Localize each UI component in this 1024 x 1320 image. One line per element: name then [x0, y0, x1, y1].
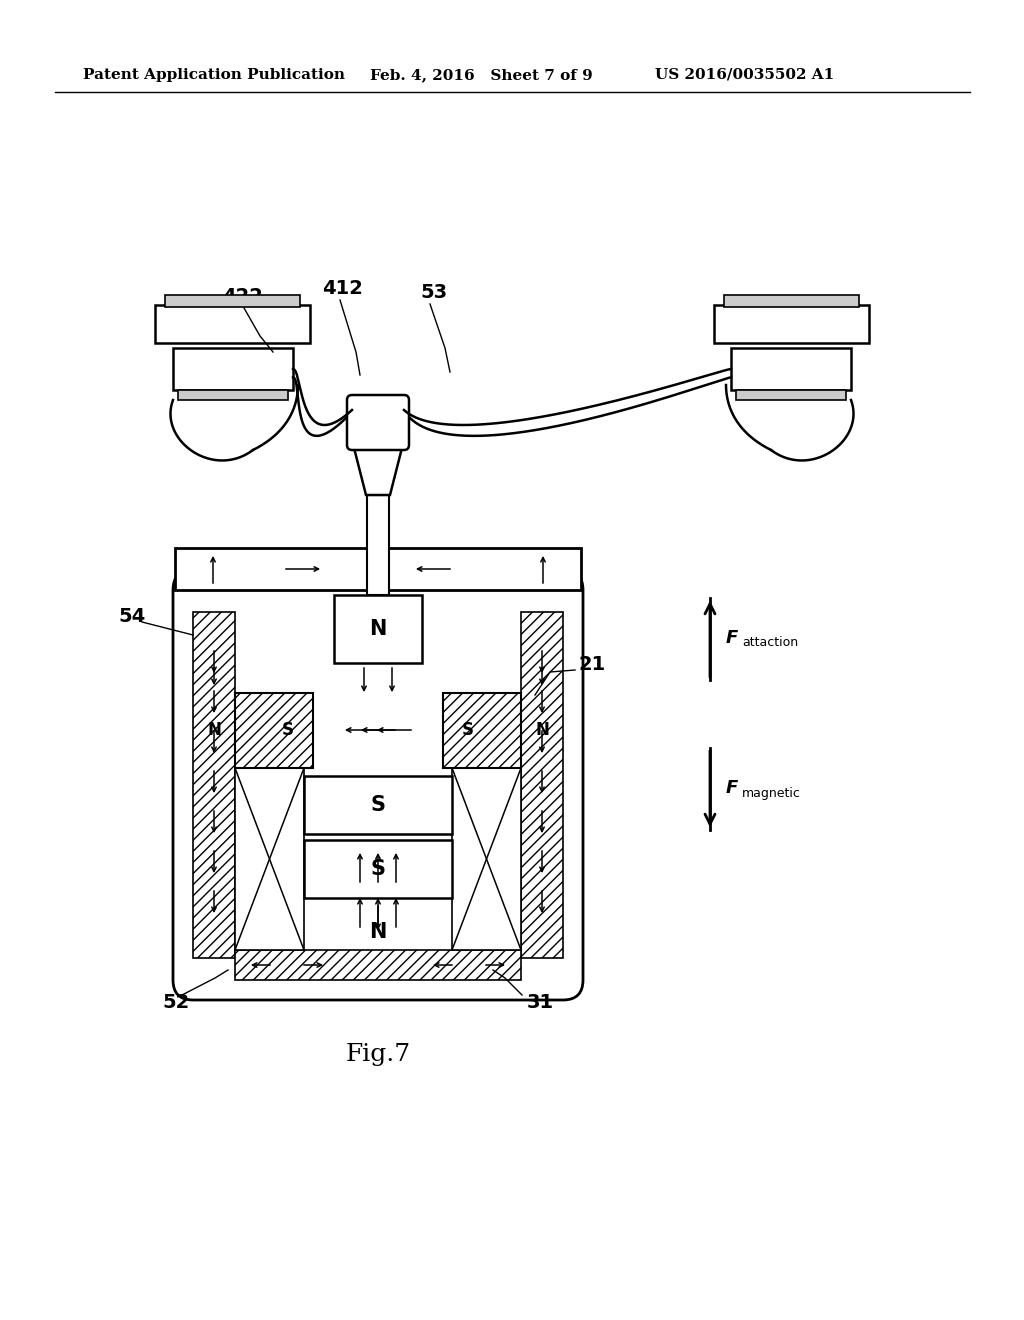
Polygon shape: [352, 440, 404, 495]
Text: Feb. 4, 2016   Sheet 7 of 9: Feb. 4, 2016 Sheet 7 of 9: [370, 69, 593, 82]
Text: 412: 412: [322, 279, 362, 297]
Bar: [165, 294, 300, 308]
Text: S: S: [371, 859, 385, 879]
Bar: [175, 548, 581, 590]
Text: N: N: [207, 721, 221, 739]
Bar: [367, 495, 389, 595]
Bar: [334, 595, 422, 663]
Text: N: N: [370, 619, 387, 639]
Bar: [452, 768, 521, 950]
Text: Fig.7: Fig.7: [345, 1044, 411, 1067]
Bar: [731, 348, 851, 389]
Text: Patent Application Publication: Patent Application Publication: [83, 69, 345, 82]
Text: 21: 21: [578, 656, 605, 675]
Text: F: F: [726, 630, 738, 647]
Text: F: F: [726, 779, 738, 797]
Text: 52: 52: [162, 993, 189, 1011]
Text: N: N: [536, 721, 549, 739]
Text: S: S: [462, 721, 474, 739]
Text: attaction: attaction: [742, 636, 798, 649]
Text: 31: 31: [527, 993, 554, 1011]
Bar: [178, 389, 288, 400]
Text: N: N: [370, 921, 387, 942]
Bar: [304, 776, 452, 834]
Bar: [193, 612, 234, 958]
FancyBboxPatch shape: [173, 570, 583, 1001]
Bar: [724, 294, 859, 308]
Text: 422: 422: [222, 286, 263, 305]
Bar: [443, 693, 521, 768]
Bar: [234, 768, 304, 950]
Text: 53: 53: [420, 282, 447, 301]
Bar: [155, 305, 310, 343]
Bar: [736, 389, 846, 400]
Text: magnetic: magnetic: [742, 787, 801, 800]
Text: S: S: [371, 795, 385, 814]
Bar: [173, 348, 293, 389]
Bar: [521, 612, 563, 958]
Text: S: S: [282, 721, 294, 739]
Text: 54: 54: [118, 607, 145, 627]
Bar: [304, 840, 452, 898]
FancyBboxPatch shape: [347, 395, 409, 450]
Bar: [234, 950, 521, 979]
Bar: [234, 693, 313, 768]
Text: US 2016/0035502 A1: US 2016/0035502 A1: [655, 69, 835, 82]
Bar: [714, 305, 869, 343]
